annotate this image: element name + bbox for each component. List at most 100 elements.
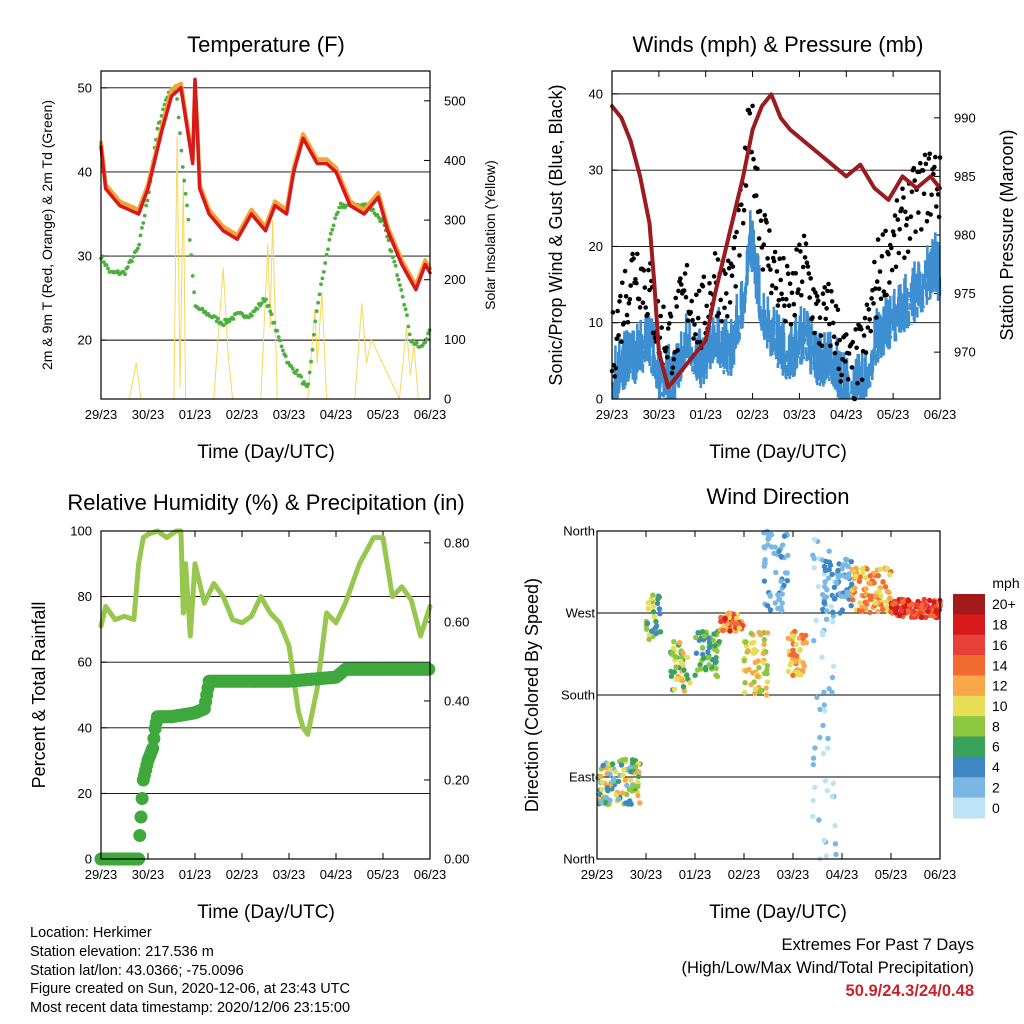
- direction-point: [778, 578, 784, 584]
- series-gust-point: [724, 291, 729, 296]
- series-gust-point: [702, 320, 708, 326]
- x-tick-label: 06/23: [924, 867, 957, 882]
- direction-point: [628, 769, 634, 775]
- direction-point: [694, 667, 701, 673]
- series-gust-point: [757, 208, 763, 214]
- direction-point: [820, 592, 826, 598]
- direction-point: [823, 616, 830, 622]
- extremes-title: Extremes For Past 7 Days: [781, 936, 974, 954]
- direction-point: [826, 559, 833, 565]
- direction-point: [832, 841, 839, 847]
- direction-point: [764, 530, 770, 536]
- direction-point: [767, 592, 773, 598]
- plot-area: [101, 71, 430, 399]
- y2-tick-label: 0.40: [444, 693, 469, 708]
- direction-point: [635, 779, 641, 786]
- series-gust-point: [814, 294, 820, 299]
- series-gust-point: [892, 213, 898, 218]
- series-gust-point: [904, 222, 909, 228]
- series-td-point: [268, 309, 273, 314]
- series-gust-point: [785, 271, 791, 277]
- direction-point: [801, 663, 807, 669]
- series-gust-point: [715, 257, 721, 262]
- x-tick-label: 06/23: [414, 407, 447, 422]
- y2-tick-label: 0.20: [444, 772, 469, 787]
- series-gust-point: [625, 319, 631, 325]
- series-pressure-line: [610, 92, 942, 390]
- direction-point: [793, 653, 800, 659]
- x-tick-label: 02/23: [728, 867, 761, 882]
- direction-point: [679, 678, 686, 684]
- direction-point: [757, 631, 764, 638]
- series-gust-point: [797, 242, 802, 247]
- series-gust-point: [754, 193, 759, 198]
- y-axis-label: 2m & 9m T (Red, Orange) & 2m Td (Green): [39, 100, 55, 370]
- series-gust-point: [893, 264, 899, 270]
- direction-point: [693, 634, 699, 641]
- direction-point: [803, 640, 809, 646]
- series-gust-point: [776, 297, 782, 303]
- series-gust-point: [803, 241, 809, 246]
- series-gust-point: [718, 297, 723, 303]
- series-gust-point: [658, 313, 663, 319]
- direction-point: [790, 633, 797, 640]
- direction-point: [914, 602, 920, 608]
- direction-point: [692, 672, 698, 678]
- direction-point: [833, 579, 840, 586]
- direction-point: [603, 794, 609, 801]
- series-gust-point: [620, 280, 625, 286]
- direction-point: [620, 790, 626, 796]
- y2-tick-label: 200: [444, 272, 466, 287]
- series-gust-point: [749, 149, 754, 155]
- series-gust-point: [799, 279, 805, 285]
- x-tick-label: 04/23: [320, 867, 353, 882]
- y2-tick-label: 0.80: [444, 535, 469, 550]
- series-precip-point: [133, 829, 147, 842]
- series-gust-point: [859, 377, 865, 383]
- series-gust-point: [792, 312, 797, 318]
- direction-point: [817, 734, 823, 741]
- direction-point: [833, 851, 839, 858]
- direction-point: [754, 648, 760, 654]
- series-gust-point: [727, 300, 733, 305]
- legend-swatch: [953, 797, 985, 819]
- direction-point: [742, 639, 749, 645]
- chart-panel-1: Temperature (F) Time (Day/UTC) 2m & 9m T (…: [39, 32, 498, 463]
- direction-point: [785, 668, 792, 675]
- series-gust-point: [800, 264, 806, 270]
- series-gust-point: [689, 298, 694, 304]
- direction-point: [923, 614, 929, 620]
- chart-panel-3: Relative Humidity (%) & Precipitation (i…: [29, 490, 469, 923]
- series-gust-point: [862, 315, 868, 321]
- series-gust-point: [933, 154, 938, 160]
- direction-point: [713, 654, 719, 661]
- series-td-point: [312, 332, 316, 337]
- series-gust-point: [897, 227, 902, 232]
- series-td-point: [131, 254, 136, 259]
- series-gust-point: [871, 301, 876, 306]
- series-gust-point: [881, 289, 887, 294]
- direction-point: [859, 570, 866, 576]
- series-td-point: [403, 307, 408, 312]
- legend-label: 6: [992, 739, 1000, 755]
- series-gust-point: [775, 303, 781, 308]
- direction-point: [643, 626, 650, 632]
- legend-swatch: [953, 756, 985, 778]
- direction-point: [781, 533, 788, 539]
- series-td-point: [221, 323, 226, 328]
- direction-point: [886, 589, 892, 596]
- direction-point: [814, 694, 820, 701]
- series-gust-point: [670, 365, 676, 371]
- series-gust-point: [725, 258, 731, 264]
- series-precip-point: [135, 792, 149, 805]
- series-gust-point: [804, 260, 810, 266]
- series-gust-point: [664, 345, 669, 351]
- direction-point: [790, 672, 796, 678]
- direction-point: [741, 658, 747, 664]
- direction-point: [880, 606, 886, 613]
- direction-point: [835, 574, 841, 580]
- direction-point: [831, 596, 838, 602]
- direction-point: [621, 767, 627, 773]
- direction-point: [853, 565, 859, 571]
- series-gust-point: [726, 265, 732, 271]
